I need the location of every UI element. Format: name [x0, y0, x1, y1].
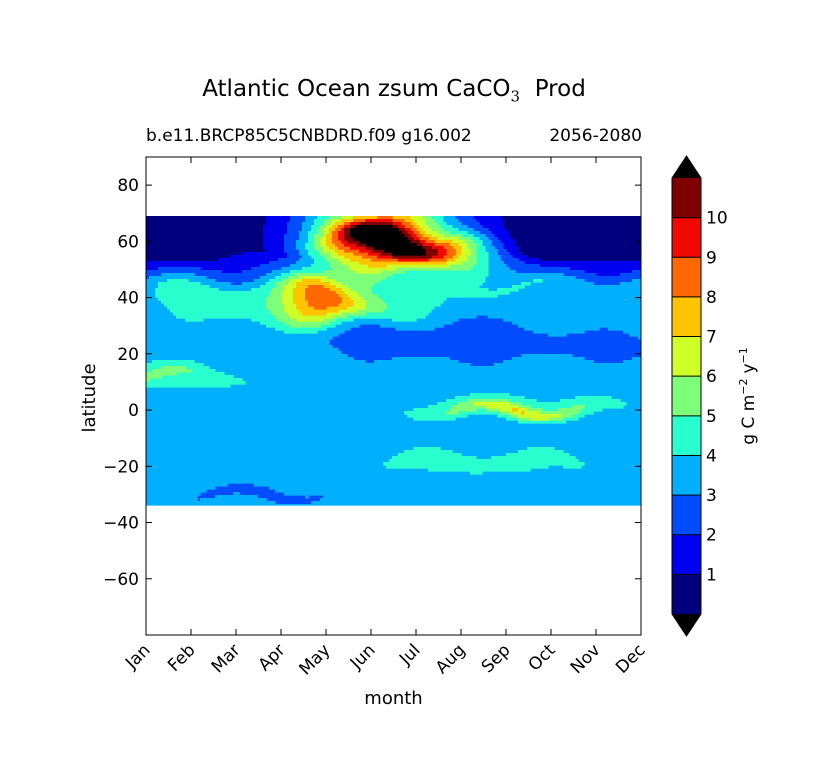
colorbar-swatch — [672, 178, 701, 219]
contour-band-6 — [281, 216, 561, 421]
colorbar-extend-max — [672, 156, 701, 178]
contour-band-9 — [338, 219, 447, 262]
colorbar-swatch — [672, 296, 701, 338]
x-tick-label: Nov — [567, 640, 605, 678]
y-tick-label: 80 — [117, 176, 139, 196]
colorbar-swatch — [672, 376, 701, 417]
chart-subtitle-years: 2056-2080 — [549, 126, 642, 146]
colorbar-extend-min — [672, 614, 701, 636]
x-tick-label: Jul — [395, 640, 424, 669]
colorbar-outline — [671, 155, 702, 637]
colorbar-tick-label: 6 — [706, 367, 717, 387]
y-tick-label: −20 — [103, 457, 139, 477]
colorbar-tick-label: 1 — [706, 565, 717, 585]
colorbar-label: g C m−2y−1 — [737, 347, 759, 445]
colorbar-tick-label: 10 — [706, 209, 728, 229]
colorbar-swatch — [672, 415, 701, 456]
colorbar-tick-label: 5 — [706, 407, 717, 427]
y-tick-label: 40 — [117, 289, 139, 309]
x-tick-label: Sep — [478, 640, 515, 677]
contour-fill-layer — [146, 216, 641, 506]
contour-band-0 — [146, 216, 641, 262]
y-tick-label: −40 — [103, 514, 139, 534]
chart-title: Atlantic Ocean zsum CaCO3 Prod — [202, 76, 586, 106]
y-tick-label: 60 — [117, 232, 139, 252]
contour-band-10 — [344, 222, 438, 259]
x-tick-label: Jun — [346, 640, 380, 674]
chart-subtitle-case: b.e11.BRCP85C5CNBDRD.f09 g16.002 — [146, 126, 472, 146]
contour-band-3 — [146, 216, 641, 506]
x-axis-label: month — [364, 688, 422, 709]
colorbar-tick-label: 9 — [706, 248, 717, 268]
contour-band-8 — [305, 216, 456, 310]
colorbar-swatch — [672, 534, 701, 575]
x-tick-label: Feb — [164, 640, 199, 675]
colorbar-tick-label: 8 — [706, 288, 717, 308]
y-axis-label: latitude — [79, 363, 100, 432]
colorbar-swatch — [672, 495, 701, 536]
x-tick-label: Aug — [432, 640, 470, 678]
colorbar: 1 2 3 4 5 6 7 8 9 10 — [671, 155, 728, 637]
x-tick-label: Jan — [121, 640, 154, 673]
y-tick-label: −60 — [103, 570, 139, 590]
y-tick-label: 20 — [117, 345, 139, 365]
colorbar-tick-label: 7 — [706, 328, 717, 348]
x-tick-label: Oct — [525, 640, 560, 675]
x-tick-label: Apr — [255, 640, 290, 675]
x-tick-label: May — [296, 640, 335, 679]
y-axis: 80 60 40 20 0 −20 −40 −60 — [103, 176, 641, 590]
colorbar-tick-label: 3 — [706, 486, 717, 506]
colorbar-swatch — [672, 574, 701, 615]
colorbar-tick-label: 2 — [706, 526, 717, 546]
plot-axes-frame — [145, 156, 642, 636]
colorbar-swatch — [672, 455, 701, 496]
y-tick-label: 0 — [128, 401, 139, 421]
x-tick-label: Mar — [208, 640, 245, 677]
colorbar-tick-label: 4 — [706, 446, 717, 466]
colorbar-swatch — [672, 217, 701, 258]
colorbar-swatch — [672, 336, 701, 377]
contour-band-11 — [350, 225, 426, 256]
colorbar-swatch — [672, 257, 701, 298]
x-tick-label: Dec — [612, 640, 649, 677]
